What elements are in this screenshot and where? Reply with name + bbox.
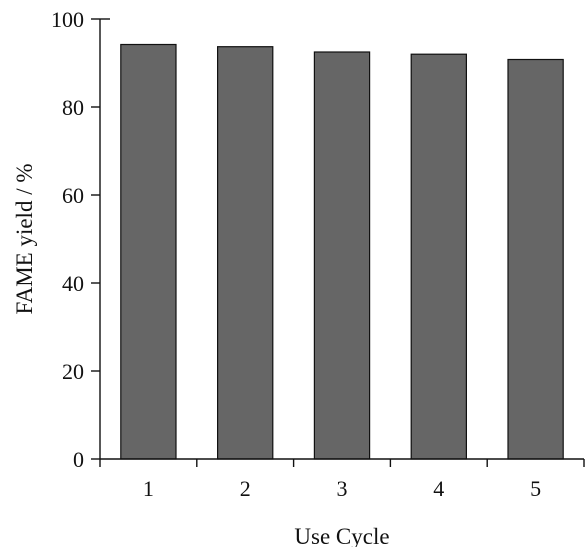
x-axis-ticks: 1 2 3 4 5	[99, 459, 585, 501]
x-axis-title: Use Cycle	[294, 524, 389, 547]
bars	[120, 43, 564, 460]
x-tick-label: 1	[143, 476, 154, 501]
x-tick-label: 3	[337, 476, 348, 501]
bar-cycle-4	[410, 53, 468, 460]
bar-cycle-5	[507, 58, 564, 460]
y-tick-label: 0	[73, 447, 84, 472]
y-tick-label: 20	[62, 359, 84, 384]
y-tick-label: 40	[62, 271, 84, 296]
x-tick-label: 5	[530, 476, 541, 501]
bar-cycle-3	[313, 51, 371, 460]
x-tick-label: 2	[240, 476, 251, 501]
plot-area: 0 20 40 60 80 100 1 2 3 4 5	[51, 7, 585, 501]
x-tick-label: 4	[433, 476, 444, 501]
y-axis-ticks: 0 20 40 60 80 100	[51, 7, 100, 472]
y-tick-label: 80	[62, 95, 84, 120]
y-tick-label: 100	[51, 7, 84, 32]
bar-cycle-2	[217, 46, 274, 460]
y-axis-title: FAME yield / %	[12, 164, 37, 315]
bar-cycle-1	[120, 43, 177, 460]
y-tick-label: 60	[62, 183, 84, 208]
